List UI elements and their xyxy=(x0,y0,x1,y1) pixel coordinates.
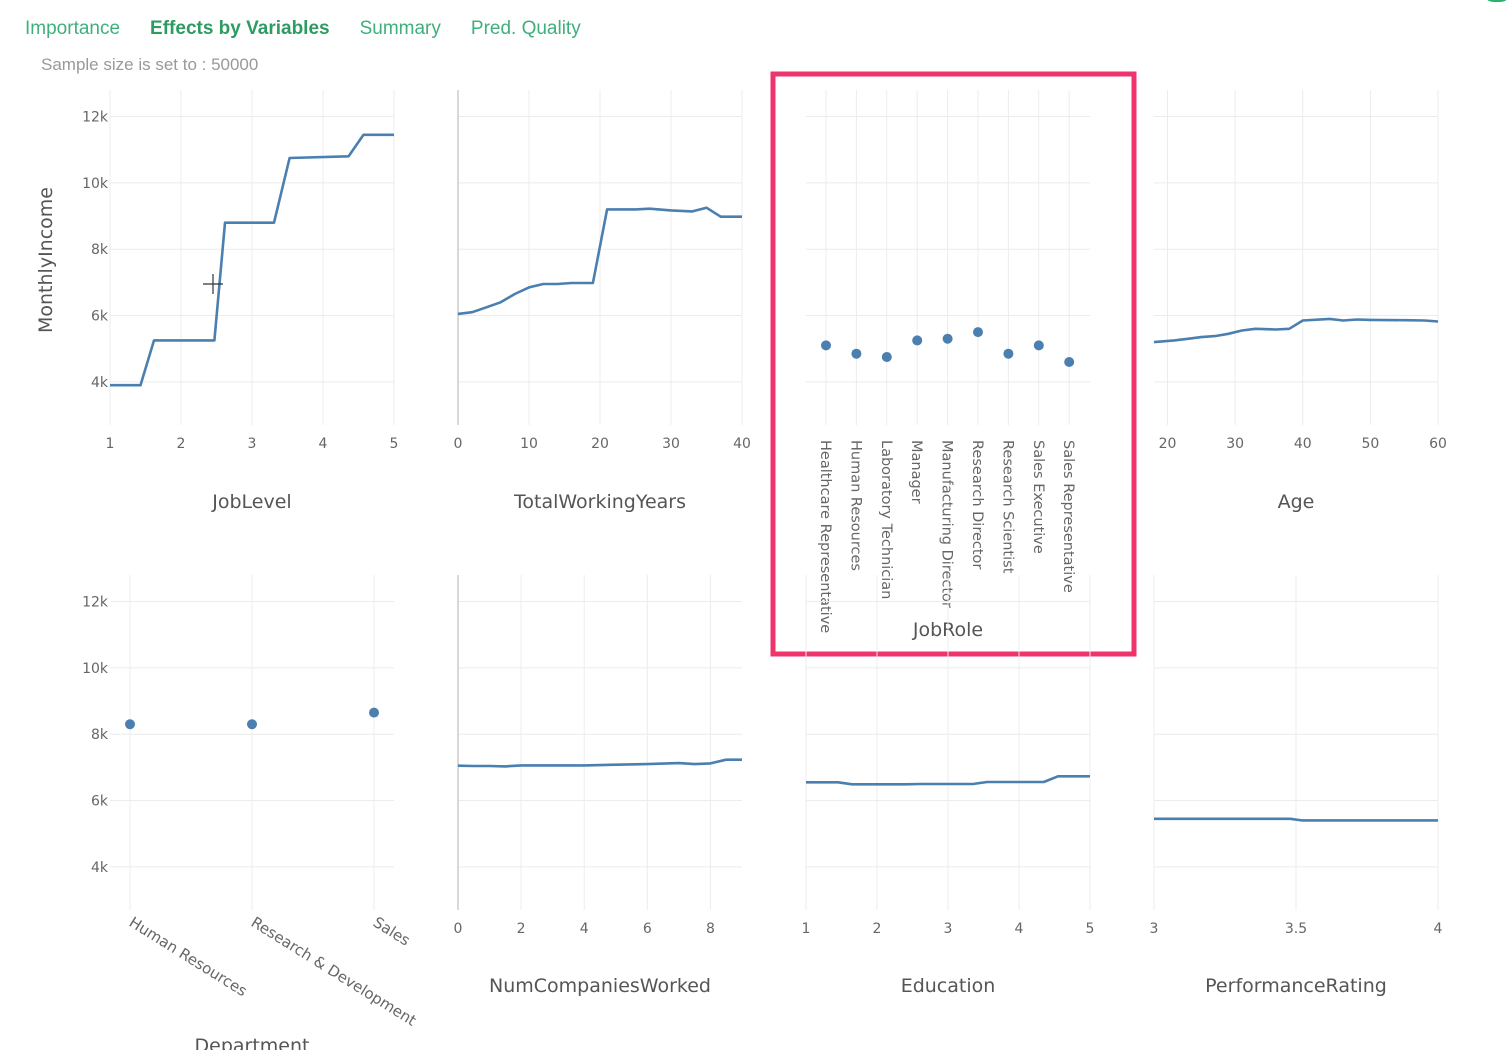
x-tick-label: 60 xyxy=(1429,436,1447,452)
y-tick-label: 8k xyxy=(91,727,109,743)
x-tick-label: Manager xyxy=(908,440,924,504)
x-tick-label: 2 xyxy=(873,921,882,937)
x-tick-label: Sales Executive xyxy=(1030,440,1046,554)
x-tick-label: 6 xyxy=(643,921,652,937)
x-tick-label: 1 xyxy=(802,921,811,937)
x-tick-label: 30 xyxy=(662,436,680,452)
chart-performancerating: 3 3.5 4 PerformanceRating xyxy=(1150,575,1443,997)
x-tick-label: Human Resources xyxy=(126,913,251,1000)
x-tick-label: 2 xyxy=(517,921,526,937)
tab-effects-by-variables[interactable]: Effects by Variables xyxy=(150,18,330,39)
series-line xyxy=(457,206,742,316)
x-axis-title: Department xyxy=(195,1035,310,1050)
y-tick-label: 8k xyxy=(91,242,109,258)
x-tick-label: 20 xyxy=(591,436,609,452)
x-tick-label: 0 xyxy=(454,921,463,937)
data-point xyxy=(125,719,135,730)
x-axis-title: Education xyxy=(901,975,996,997)
x-tick-label: 50 xyxy=(1361,436,1379,452)
tab-importance[interactable]: Importance xyxy=(25,18,121,39)
x-tick-label: 3 xyxy=(1150,921,1159,937)
x-tick-label: 4 xyxy=(1015,921,1024,937)
series-line xyxy=(110,133,394,387)
x-tick-label: 20 xyxy=(1159,436,1177,452)
data-point xyxy=(1033,340,1044,351)
y-tick-label: 6k xyxy=(91,794,109,810)
y-axis-title: MonthlyIncome xyxy=(35,187,57,333)
x-tick-label: Research Scientist xyxy=(999,440,1015,574)
status-indicator-icon xyxy=(1482,0,1506,2)
chart-totalworkingyears: 0 10 20 30 40 TotalWorkingYears xyxy=(454,90,751,513)
data-point xyxy=(1003,348,1014,359)
x-axis-title: NumCompaniesWorked xyxy=(489,975,711,997)
x-tick-label: 1 xyxy=(106,436,115,452)
x-tick-label: Sales xyxy=(370,913,414,950)
data-point xyxy=(881,352,892,363)
data-point xyxy=(821,340,831,351)
series-line xyxy=(457,758,742,768)
chart-joblevel: 4k 6k 8k 10k 12k MonthlyIncome 1 2 3 4 5 JobLevel xyxy=(35,90,398,513)
x-tick-label: 5 xyxy=(390,436,399,452)
data-point xyxy=(942,333,953,344)
x-tick-label: Human Resources xyxy=(847,440,863,571)
x-tick-label: Research Director xyxy=(969,440,985,569)
x-tick-label: 3 xyxy=(248,436,257,452)
x-tick-label: 4 xyxy=(1434,921,1443,937)
series-line xyxy=(806,774,1090,786)
x-tick-label: 3 xyxy=(944,921,953,937)
data-point xyxy=(1064,356,1075,367)
crosshair-cursor-icon xyxy=(203,274,223,294)
chart-jobrole: Healthcare Representative Human Resources… xyxy=(770,71,1137,657)
x-tick-label: 8 xyxy=(706,921,715,937)
x-tick-label: 40 xyxy=(1294,436,1312,452)
chart-age: 20 30 40 50 60 Age xyxy=(1153,90,1447,513)
tab-pred-quality[interactable]: Pred. Quality xyxy=(470,18,581,39)
data-point xyxy=(973,327,983,338)
x-axis-title: Age xyxy=(1278,491,1315,513)
highlight-box xyxy=(770,71,1137,657)
x-axis-title: TotalWorkingYears xyxy=(513,491,686,513)
x-tick-label: Sales Representative xyxy=(1060,440,1076,593)
series-line xyxy=(1154,817,1438,822)
data-point xyxy=(247,719,257,730)
x-tick-label: 4 xyxy=(580,921,589,937)
tab-summary[interactable]: Summary xyxy=(359,18,441,39)
x-tick-label: Healthcare Representative xyxy=(817,440,833,633)
data-point xyxy=(851,348,862,359)
y-tick-label: 10k xyxy=(82,661,109,677)
x-tick-label: 4 xyxy=(319,436,328,452)
y-tick-label: 10k xyxy=(82,176,109,192)
x-tick-label: Laboratory Technician xyxy=(878,440,894,599)
x-tick-label: 3.5 xyxy=(1285,921,1307,937)
chart-education: 1 2 3 4 5 Education xyxy=(802,575,1095,997)
y-tick-label: 6k xyxy=(91,309,109,325)
x-axis-title: JobLevel xyxy=(211,491,291,513)
x-tick-label: 40 xyxy=(733,436,751,452)
x-axis-title: PerformanceRating xyxy=(1205,975,1387,997)
tab-bar: Importance Effects by Variables Summary … xyxy=(25,18,581,44)
x-tick-label: 10 xyxy=(520,436,538,452)
x-tick-label: 2 xyxy=(177,436,186,452)
y-tick-label: 12k xyxy=(82,595,109,611)
data-point xyxy=(369,707,379,718)
y-tick-label: 4k xyxy=(91,860,109,876)
series-line xyxy=(1153,317,1439,344)
x-tick-label: 5 xyxy=(1086,921,1095,937)
x-tick-label: 30 xyxy=(1226,436,1244,452)
sample-size-text: Sample size is set to : 50000 xyxy=(41,55,259,74)
y-tick-label: 4k xyxy=(91,375,109,391)
data-point xyxy=(912,335,923,346)
chart-numcompaniesworked: 0 2 4 6 8 NumCompaniesWorked xyxy=(454,575,742,997)
x-tick-label: Manufacturing Director xyxy=(939,440,955,608)
y-tick-label: 12k xyxy=(82,110,109,126)
x-tick-label: 0 xyxy=(454,436,463,452)
